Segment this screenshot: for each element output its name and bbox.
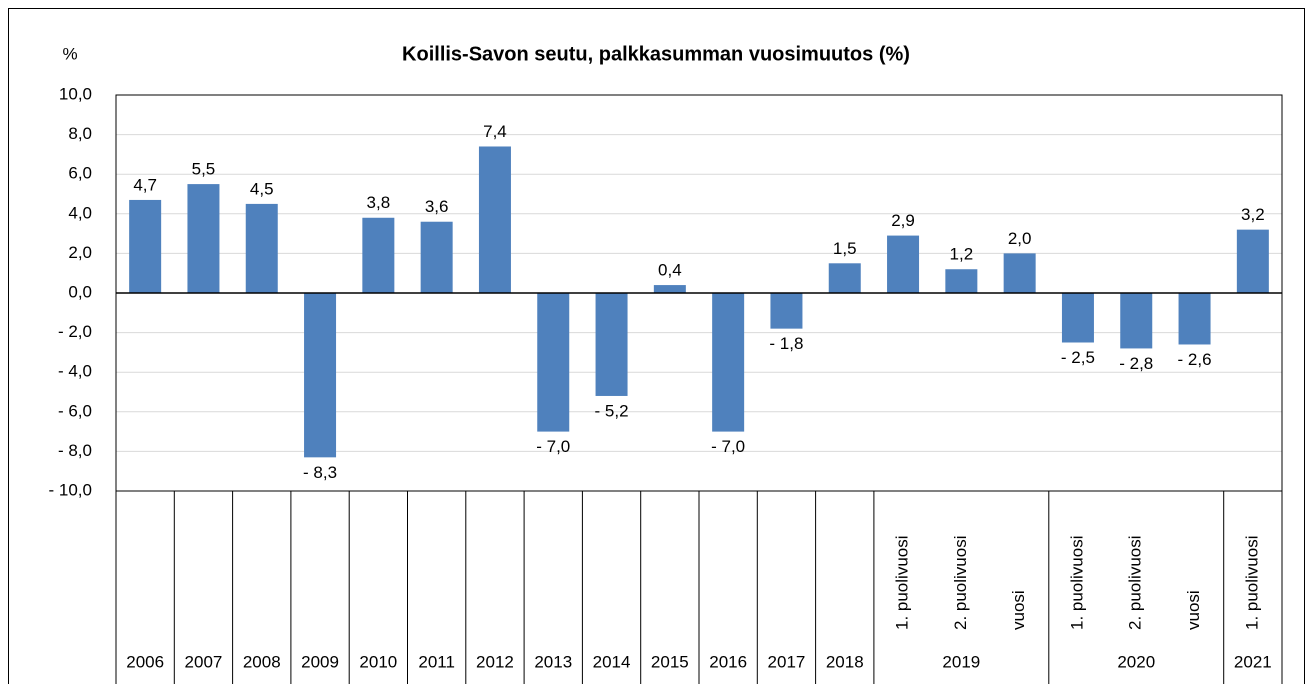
category-label: vuosi	[1184, 590, 1203, 630]
group-label: 2021	[1234, 652, 1272, 671]
bar	[304, 293, 337, 458]
group-label: 2015	[651, 652, 689, 671]
value-label: - 2,8	[1119, 354, 1153, 373]
chart-border	[8, 8, 1305, 684]
chart-title: Koillis-Savon seutu, palkkasumman vuosim…	[402, 43, 910, 65]
y-tick-label: 4,0	[68, 203, 92, 222]
bar	[828, 263, 861, 293]
bar	[945, 269, 978, 293]
value-label: 1,2	[950, 245, 974, 264]
value-label: - 7,0	[711, 437, 745, 456]
bar	[420, 221, 453, 293]
group-label: 2014	[593, 652, 631, 671]
value-label: 3,2	[1241, 205, 1265, 224]
value-label: 2,9	[891, 211, 915, 230]
bar	[887, 235, 920, 293]
value-label: - 2,6	[1178, 350, 1212, 369]
y-tick-label: - 6,0	[58, 401, 92, 420]
bar	[1120, 293, 1153, 349]
bar	[245, 203, 278, 293]
group-label: 2020	[1117, 652, 1155, 671]
group-label: 2010	[359, 652, 397, 671]
group-label: 2012	[476, 652, 514, 671]
group-label: 2017	[768, 652, 806, 671]
category-label: vuosi	[1009, 590, 1028, 630]
y-tick-label: - 8,0	[58, 441, 92, 460]
y-tick-label: 8,0	[68, 124, 92, 143]
group-label: 2016	[709, 652, 747, 671]
bar	[1061, 293, 1094, 343]
value-label: 1,5	[833, 239, 857, 258]
y-tick-label: - 4,0	[58, 362, 92, 381]
value-label: 2,0	[1008, 229, 1032, 248]
bar	[595, 293, 628, 396]
group-label: 2009	[301, 652, 339, 671]
category-label: 2. puolivuosi	[951, 535, 970, 630]
bar	[478, 146, 511, 293]
value-label: - 8,3	[303, 463, 337, 482]
group-label: 2007	[185, 652, 223, 671]
bar	[129, 199, 162, 293]
value-label: 4,7	[133, 175, 157, 194]
group-label: 2018	[826, 652, 864, 671]
group-label: 2011	[418, 652, 455, 671]
bar	[537, 293, 570, 432]
category-label: 2. puolivuosi	[1126, 535, 1145, 630]
value-label: - 2,5	[1061, 348, 1095, 367]
value-label: - 5,2	[595, 401, 629, 420]
value-label: 3,8	[367, 193, 391, 212]
bar	[187, 184, 220, 293]
value-label: 3,6	[425, 197, 449, 216]
bar	[770, 293, 803, 329]
value-label: 5,5	[192, 160, 216, 179]
value-label: 4,5	[250, 179, 274, 198]
bar	[1236, 229, 1269, 293]
bar	[1178, 293, 1211, 345]
category-label: 1. puolivuosi	[1067, 535, 1086, 630]
group-label: 2006	[126, 652, 164, 671]
y-tick-label: 0,0	[68, 282, 92, 301]
group-label: 2008	[243, 652, 281, 671]
y-axis-label: %	[62, 44, 77, 63]
bar	[712, 293, 745, 432]
value-label: - 1,8	[769, 334, 803, 353]
value-label: 7,4	[483, 122, 507, 141]
y-tick-label: - 2,0	[58, 322, 92, 341]
y-tick-label: 2,0	[68, 243, 92, 262]
value-label: 0,4	[658, 261, 682, 280]
category-label: 1. puolivuosi	[1242, 535, 1261, 630]
bar	[1003, 253, 1036, 293]
y-tick-label: 10,0	[59, 84, 92, 103]
group-label: 2013	[534, 652, 572, 671]
category-label: 1. puolivuosi	[893, 535, 912, 630]
bar	[362, 217, 395, 293]
bar	[653, 285, 686, 293]
group-label: 2019	[942, 652, 980, 671]
value-label: - 7,0	[536, 437, 570, 456]
y-tick-label: - 10,0	[49, 480, 92, 499]
y-tick-label: 6,0	[68, 164, 92, 183]
